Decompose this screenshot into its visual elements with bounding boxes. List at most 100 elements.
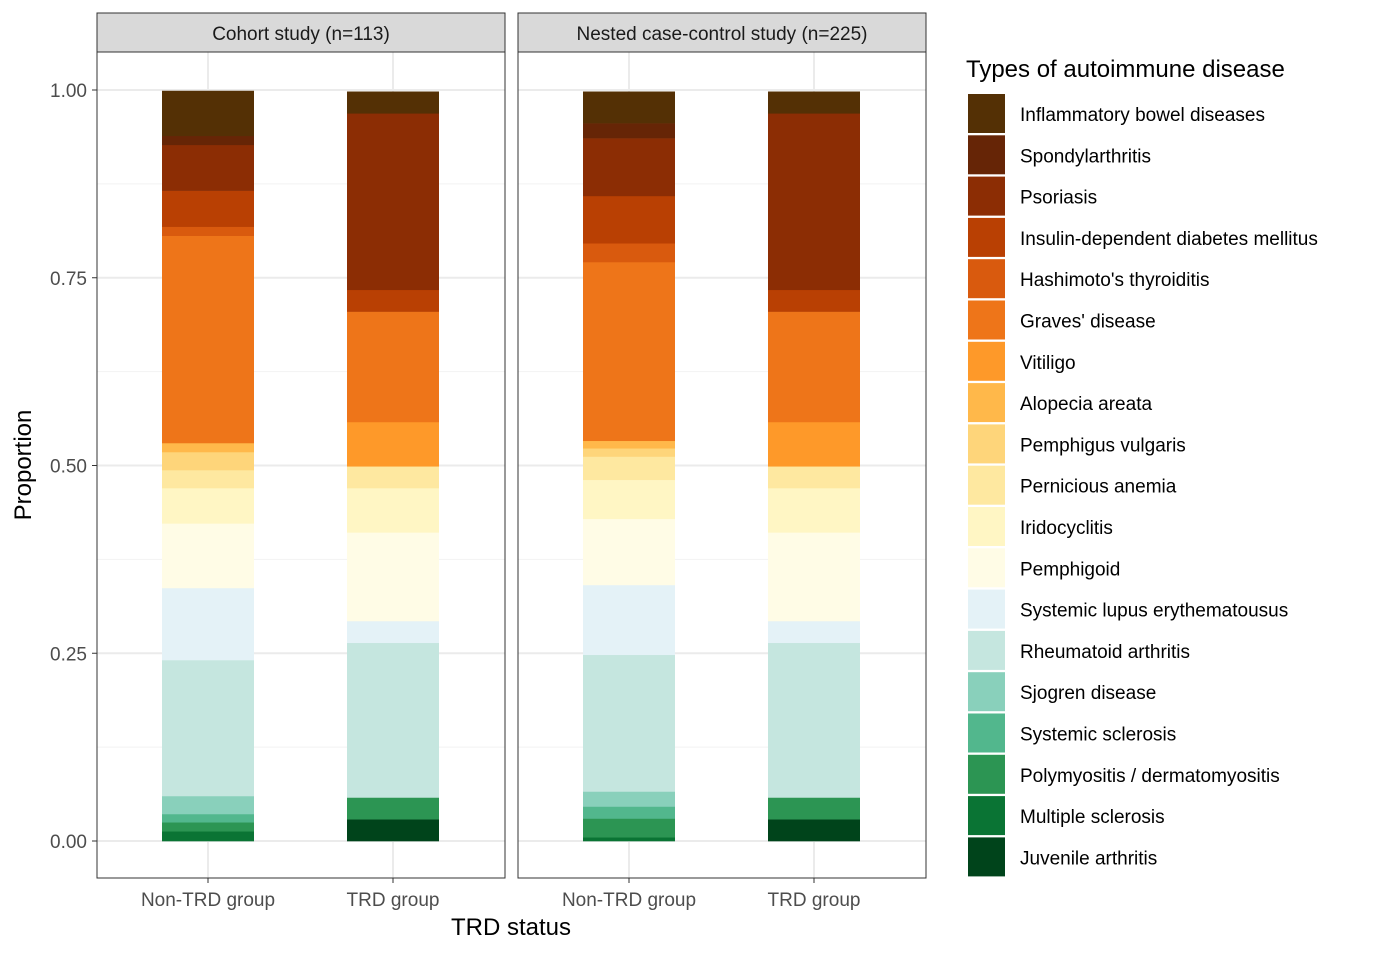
legend-label: Inflammatory bowel diseases <box>1020 105 1265 126</box>
legend-item: Multiple sclerosis <box>968 796 1165 836</box>
legend-key <box>968 176 1005 216</box>
bar-segment-psoriasis <box>347 113 439 291</box>
bar-segment-rheumatoid-arthritis <box>768 642 860 798</box>
bar-segment-polymyositis-dermatomyositis <box>583 818 675 838</box>
legend: Inflammatory bowel diseases Spondylarthri… <box>968 94 1318 877</box>
bar-segment-iridocyclitis <box>768 488 860 533</box>
bar-segment-pemphigus-vulgaris <box>583 448 675 457</box>
bar-segment-alopecia-areata <box>583 440 675 449</box>
bar-segment-vitiligo <box>768 421 860 467</box>
legend-key <box>968 424 1005 464</box>
bar-segment-polymyositis-dermatomyositis <box>162 822 254 832</box>
bar-segment-sjogren-disease <box>583 791 675 807</box>
legend-label: Polymyositis / dermatomyositis <box>1020 766 1280 787</box>
legend-title: Types of autoimmune disease <box>966 56 1285 83</box>
legend-item: Hashimoto's thyroiditis <box>968 259 1209 299</box>
bar-segment-graves-disease <box>583 261 675 442</box>
legend-label: Pemphigoid <box>1020 559 1120 580</box>
legend-item: Pernicious anemia <box>968 465 1177 505</box>
legend-item: Juvenile arthritis <box>968 837 1157 877</box>
legend-label: Pernicious anemia <box>1020 477 1177 498</box>
legend-label: Insulin-dependent diabetes mellitus <box>1020 229 1318 250</box>
legend-item: Insulin-dependent diabetes mellitus <box>968 217 1318 257</box>
legend-label: Vitiligo <box>1020 353 1076 374</box>
bar-segment-pemphigoid <box>162 523 254 589</box>
bar-segment-systemic-lupus-erythematousus <box>583 584 675 656</box>
bar-segment-systemic-lupus-erythematousus <box>768 620 860 644</box>
legend-label: Hashimoto's thyroiditis <box>1020 270 1209 291</box>
legend-key <box>968 135 1005 175</box>
bar-segment-graves-disease <box>162 235 254 444</box>
bar-segment-pernicious-anemia <box>583 456 675 481</box>
bar-segment-pernicious-anemia <box>768 466 860 489</box>
x-tick-label: Non-TRD group <box>141 890 275 911</box>
facet-strip <box>517 12 927 53</box>
legend-label: Alopecia areata <box>1020 394 1152 415</box>
bar-segment-multiple-sclerosis <box>583 837 675 842</box>
legend-item: Sjogren disease <box>968 672 1156 712</box>
y-tick-label: 1.00 <box>50 81 87 102</box>
bar-segment-multiple-sclerosis <box>162 831 254 842</box>
bar-segment-iridocyclitis <box>162 488 254 524</box>
legend-label: Juvenile arthritis <box>1020 848 1157 869</box>
legend-key <box>968 796 1005 836</box>
legend-key <box>968 94 1005 133</box>
bar-segment-systemic-lupus-erythematousus <box>162 587 254 661</box>
legend-label: Systemic sclerosis <box>1020 725 1176 746</box>
legend-item: Systemic lupus erythematousus <box>968 589 1288 629</box>
legend-key <box>968 630 1005 670</box>
legend-key <box>968 300 1005 340</box>
bar-segment-pernicious-anemia <box>347 466 439 489</box>
legend-label: Sjogren disease <box>1020 683 1156 704</box>
bar-segment-insulin-dependent-diabetes-mellitus <box>347 289 439 312</box>
legend-item: Alopecia areata <box>968 383 1152 423</box>
legend-key <box>968 465 1005 505</box>
bar-segment-pemphigoid <box>768 532 860 622</box>
facet-strip <box>96 12 506 53</box>
panel-1: Non-TRD group TRD group Cohort study (n=11… <box>96 12 506 911</box>
bar-segment-inflammatory-bowel-diseases <box>347 91 439 114</box>
legend-key <box>968 548 1005 588</box>
bar-segment-graves-disease <box>347 311 439 423</box>
bar-segment-pernicious-anemia <box>162 470 254 489</box>
bar-segment-rheumatoid-arthritis <box>347 642 439 798</box>
bar-segment-psoriasis <box>162 144 254 191</box>
panel-2: Non-TRD group TRD group Nested case-contro… <box>517 12 927 911</box>
legend-key <box>968 259 1005 299</box>
legend-label: Systemic lupus erythematousus <box>1020 601 1288 622</box>
bar-segment-insulin-dependent-diabetes-mellitus <box>768 289 860 312</box>
bar-segment-juvenile-arthritis <box>768 819 860 842</box>
x-tick-label: Non-TRD group <box>562 890 696 911</box>
bar-segment-pemphigus-vulgaris <box>162 451 254 471</box>
legend-key <box>968 713 1005 753</box>
bar-segment-vitiligo <box>347 421 439 467</box>
y-axis-title: Proportion <box>10 410 37 521</box>
bar-segment-systemic-lupus-erythematousus <box>347 620 439 644</box>
bar-segment-spondylarthritis <box>162 135 254 146</box>
bar-segment-juvenile-arthritis <box>347 819 439 842</box>
bar-segment-rheumatoid-arthritis <box>583 654 675 792</box>
bar-segment-graves-disease <box>768 311 860 423</box>
legend-item: Pemphigoid <box>968 548 1120 588</box>
bar-segment-insulin-dependent-diabetes-mellitus <box>162 190 254 227</box>
legend-label: Multiple sclerosis <box>1020 807 1165 828</box>
legend-item: Vitiligo <box>968 341 1076 381</box>
legend-item: Polymyositis / dermatomyositis <box>968 754 1280 794</box>
legend-label: Graves' disease <box>1020 312 1156 333</box>
bar-segment-hashimoto-s-thyroiditis <box>162 226 254 236</box>
legend-label: Iridocyclitis <box>1020 518 1113 539</box>
legend-key <box>968 383 1005 423</box>
legend-key <box>968 672 1005 712</box>
bar-segment-iridocyclitis <box>583 479 675 520</box>
legend-label: Psoriasis <box>1020 188 1097 209</box>
bar-segment-insulin-dependent-diabetes-mellitus <box>583 195 675 244</box>
bar-segment-polymyositis-dermatomyositis <box>768 797 860 820</box>
legend-item: Spondylarthritis <box>968 135 1151 175</box>
bar-segment-pemphigoid <box>347 532 439 622</box>
bar-segment-psoriasis <box>768 113 860 291</box>
legend-key <box>968 341 1005 381</box>
legend-item: Inflammatory bowel diseases <box>968 94 1265 133</box>
legend-key <box>968 754 1005 794</box>
legend-item: Systemic sclerosis <box>968 713 1176 753</box>
legend-key <box>968 837 1005 877</box>
